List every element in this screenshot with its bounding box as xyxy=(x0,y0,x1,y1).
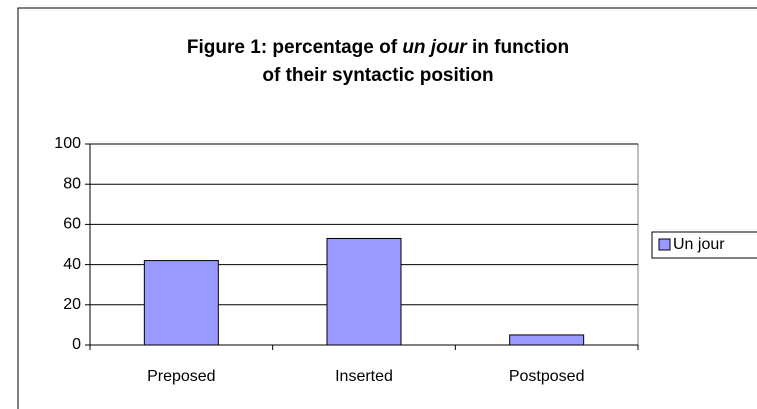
legend-swatch xyxy=(658,238,671,251)
bar xyxy=(509,334,585,346)
y-tick-label: 20 xyxy=(63,296,81,313)
x-tick-label: Preposed xyxy=(147,368,216,385)
y-tick-label: 80 xyxy=(63,175,81,192)
y-tick-label: 60 xyxy=(63,216,81,233)
bar xyxy=(326,237,402,346)
title-part: in function xyxy=(472,37,569,58)
title-part: Figure 1: percentage of xyxy=(187,37,398,58)
bar xyxy=(143,260,219,346)
x-tick-label: Postposed xyxy=(509,368,585,385)
legend-label: Un jour xyxy=(673,236,725,253)
chart-title: Figure 1: percentage of un jour in funct… xyxy=(187,37,569,58)
y-tick-label: 0 xyxy=(72,336,81,353)
y-tick-label: 40 xyxy=(63,256,81,273)
title-part: un jour xyxy=(402,37,468,58)
chart-title: of their syntactic position xyxy=(262,65,493,86)
y-tick-label: 100 xyxy=(54,135,81,152)
x-tick-label: Inserted xyxy=(335,368,393,385)
